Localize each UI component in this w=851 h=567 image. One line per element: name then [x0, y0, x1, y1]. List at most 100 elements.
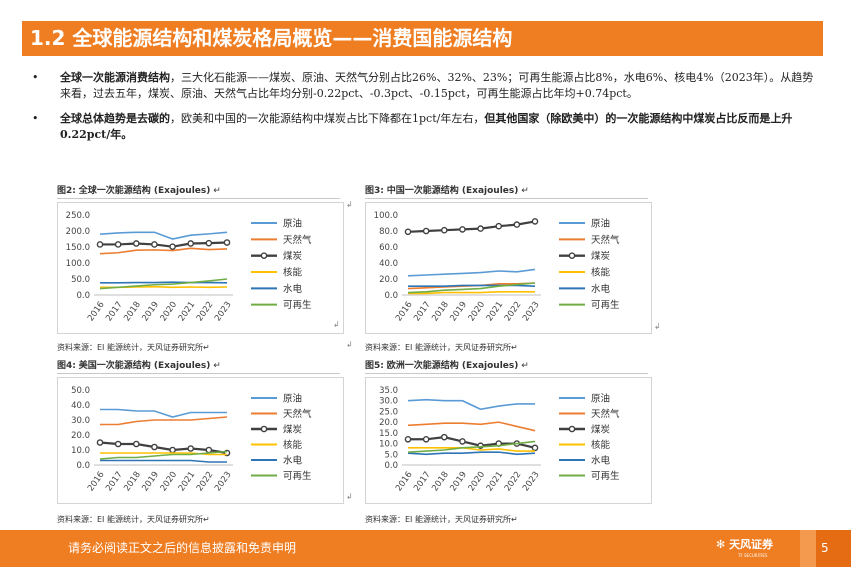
legend-label: 原油 [283, 218, 302, 230]
bullet-list: • 全球一次能源消费结构，三大化石能源——煤炭、原油、天然气分别占比26%、32… [28, 70, 818, 152]
return-mark: ↵ [510, 515, 518, 524]
x-tick-label: 2020 [467, 470, 488, 493]
x-tick-label: 2023 [521, 300, 542, 323]
series-line-2 [407, 421, 536, 432]
legend-label: 原油 [591, 393, 610, 405]
page-number: 5 [821, 541, 829, 555]
bullet-bold-tail: 但其他国家（除欧美中）的一次能源结构中煤炭占比反而是上升0.22pct/年。 [60, 112, 793, 141]
legend-label: 原油 [591, 218, 610, 230]
x-tick-label: 2016 [394, 300, 415, 323]
series-line-2 [99, 247, 228, 255]
y-tick-label: 150.0 [66, 243, 90, 253]
series-point [531, 444, 539, 452]
chart-svg: 100.0 80.0 60.0 40.0 20.0 0.02016201720182019… [374, 211, 620, 323]
bullet-dot: • [32, 112, 39, 125]
y-tick-label: 25.0 [379, 407, 398, 417]
series-line-2 [100, 416, 228, 426]
fig2-chart: 250.0 200.0 150.0 100.0 50.0 0.0 2016 2017 2018 2… [57, 202, 344, 334]
series-line-1 [407, 398, 535, 411]
footer-decoration [816, 530, 851, 567]
y-tick-label: 40.0 [71, 401, 90, 411]
x-tick-label: 2019 [140, 470, 161, 493]
x-tick-label: 2021 [177, 470, 198, 493]
series-line-1 [100, 408, 227, 418]
series-line-5 [408, 284, 536, 287]
y-tick-label: 10.0 [71, 446, 90, 456]
fig4-title: 图4: 美国一次能源结构 (Exajoules) ↵ [57, 358, 221, 371]
y-tick-label: 5.0 [384, 450, 398, 460]
legend-marker [260, 425, 268, 433]
y-tick-label: 30.0 [71, 416, 90, 426]
fig5-label: 图5: [365, 361, 384, 371]
legend-label: 可再生 [283, 299, 312, 311]
fig2-rule [57, 198, 340, 199]
y-tick-label: 20.0 [379, 275, 398, 285]
chart-svg: 35.030.025.020.015.010.05.00.02016201720… [379, 386, 620, 493]
x-tick-label: 2017 [412, 300, 433, 323]
bullet-bold: 全球一次能源消费结构 [60, 71, 170, 84]
legend-label: 水电 [283, 455, 303, 467]
legend-label: 天然气 [283, 234, 312, 246]
y-tick-label: 100.0 [374, 211, 398, 221]
series-point [422, 435, 430, 443]
series-point [96, 439, 104, 446]
brand-subtitle: TF SECURITIES [738, 553, 768, 558]
legend-marker [568, 425, 576, 433]
series-point [132, 240, 140, 247]
page-title: 1.2 全球能源结构和煤炭格局概览——消费国能源结构 [30, 26, 513, 50]
series-line-6 [407, 440, 536, 453]
title-bar [22, 21, 823, 56]
x-tick-label: 2021 [485, 470, 506, 493]
footer-bar [0, 530, 851, 567]
return-mark: ↵ [510, 343, 518, 352]
paragraph-mark: ↲ [654, 322, 661, 331]
series-line-4 [100, 452, 227, 456]
x-tick-label: 2016 [86, 470, 107, 493]
series-line-6 [99, 450, 228, 460]
legend-label: 水电 [283, 283, 303, 295]
y-tick-label: 50.0 [71, 275, 90, 285]
y-tick-label: 100.0 [66, 259, 90, 269]
paragraph-mark: ↲ [346, 200, 353, 209]
series-point [440, 226, 448, 234]
legend-label: 天然气 [591, 234, 620, 246]
legend-marker [568, 252, 576, 259]
bullet-bold: 全球总体趋势是去碳的 [60, 112, 170, 125]
series-point [495, 222, 503, 230]
fig4-label: 图4: [57, 361, 76, 371]
return-mark: ↵ [213, 361, 221, 371]
x-tick-label: 2018 [122, 300, 143, 323]
series-point [223, 239, 231, 246]
fig3-title: 图3: 中国一次能源结构 (Exajoules) ↵ [365, 183, 529, 196]
legend-label: 天然气 [283, 408, 312, 420]
fig2-source-text: 资料来源：EI 能源统计，天风证券研究所 [57, 343, 203, 352]
legend-label: 水电 [591, 455, 611, 467]
x-tick-label: 2018 [430, 300, 451, 323]
fig3-source: 资料来源：EI 能源统计，天风证券研究所↵ [365, 342, 518, 353]
bullet-item: • 全球一次能源消费结构，三大化石能源——煤炭、原油、天然气分别占比26%、32… [28, 70, 818, 102]
fig4-rule [57, 373, 340, 374]
x-tick-label: 2020 [159, 300, 180, 323]
y-tick-label: 80.0 [379, 227, 398, 237]
x-tick-label: 2022 [195, 300, 216, 323]
legend-label: 煤炭 [283, 424, 303, 436]
series-point [151, 443, 158, 451]
y-tick-label: 30.0 [379, 397, 398, 407]
legend-label: 原油 [283, 393, 302, 405]
series-point [513, 221, 521, 228]
x-tick-label: 2020 [467, 300, 488, 323]
legend-label: 可再生 [591, 470, 620, 482]
bullet-text: ，欧美和中国的一次能源结构中煤炭占比下降都在1pct/年左右， [170, 112, 485, 125]
series-line-1 [99, 231, 228, 240]
y-tick-label: 250.0 [66, 211, 90, 221]
series-point [96, 241, 104, 248]
x-tick-label: 2021 [177, 300, 198, 323]
paragraph-mark: ↲ [333, 320, 340, 329]
series-point [169, 243, 176, 250]
legend-label: 煤炭 [591, 424, 611, 436]
series-point [114, 440, 122, 448]
y-tick-label: 0.0 [76, 461, 90, 471]
bullet-item: • 全球总体趋势是去碳的，欧美和中国的一次能源结构中煤炭占比下降都在1pct/年… [28, 111, 818, 143]
brand-logo: ✻ 天风证券 [716, 536, 773, 552]
y-tick-label: 60.0 [379, 243, 398, 253]
